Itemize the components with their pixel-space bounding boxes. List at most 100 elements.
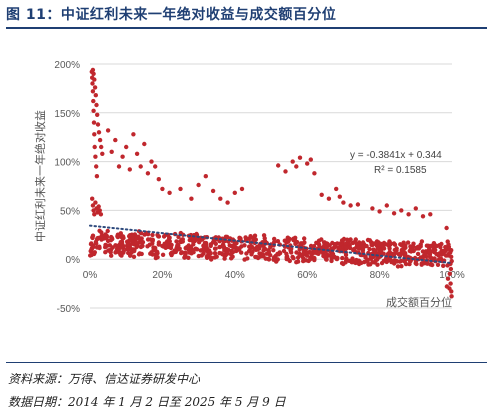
data-point: [297, 155, 303, 160]
grid-lines: [90, 63, 452, 309]
data-point: [436, 252, 442, 258]
data-point: [272, 257, 277, 262]
data-point: [448, 250, 453, 255]
data-point: [149, 159, 154, 164]
data-point: [360, 245, 365, 250]
data-point: [138, 164, 143, 169]
data-point: [294, 239, 300, 245]
data-point: [428, 212, 433, 217]
data-point: [261, 248, 266, 253]
data-point: [287, 258, 292, 264]
data-point: [91, 71, 96, 76]
trend-line: [89, 224, 453, 265]
data-point: [156, 242, 161, 247]
data-point: [383, 256, 389, 261]
data-point: [356, 245, 361, 251]
data-point: [445, 276, 451, 281]
data-point: [263, 256, 268, 261]
data-point: [167, 239, 172, 244]
data-point: [411, 244, 416, 250]
data-point: [272, 239, 277, 245]
data-point: [356, 261, 362, 267]
data-point: [175, 243, 180, 248]
data-point: [91, 120, 97, 125]
data-point: [191, 242, 196, 247]
data-point: [319, 192, 324, 197]
data-point: [298, 242, 303, 247]
data-point: [395, 264, 401, 269]
data-point: [364, 258, 369, 264]
data-point: [434, 243, 439, 249]
x-tick-label: 0%: [83, 270, 98, 281]
data-point: [227, 243, 232, 248]
data-point: [94, 102, 99, 108]
data-point: [213, 241, 218, 246]
data-point: [120, 154, 125, 159]
data-point: [370, 241, 376, 246]
data-point: [218, 196, 223, 201]
x-tick-labels: 0% 20% 40% 60% 80% 100%: [83, 270, 465, 281]
data-point: [305, 161, 310, 166]
data-point: [189, 196, 194, 201]
data-point: [187, 250, 192, 255]
data-point: [150, 241, 155, 246]
data-point: [179, 250, 185, 255]
scatter-chart: -50% 0% 50% 100% 150% 200% 0% 20% 40% 60% 80% 100%…: [33, 60, 465, 315]
data-point: [316, 251, 321, 256]
data-point: [441, 263, 446, 268]
data-point: [243, 235, 248, 240]
data-point: [148, 237, 153, 242]
date-range-note: 数据日期：2014 年 1 月 2 日至 2025 年 5 月 9 日: [8, 395, 286, 409]
data-point: [313, 249, 318, 254]
data-point: [160, 186, 165, 192]
data-point: [387, 239, 392, 244]
data-point: [90, 89, 96, 94]
data-point: [379, 241, 384, 247]
data-point: [386, 243, 392, 249]
data-point: [283, 169, 288, 174]
data-point: [237, 235, 242, 240]
data-point: [130, 234, 135, 240]
data-point: [427, 249, 432, 255]
x-tick-label: 20%: [152, 270, 172, 281]
data-point: [115, 234, 121, 240]
trend-equation: y = -0.3841x + 0.344: [350, 150, 442, 161]
data-point: [92, 144, 97, 150]
data-point: [245, 256, 250, 261]
data-point: [90, 67, 96, 73]
data-point: [401, 244, 407, 249]
data-point: [339, 261, 345, 266]
data-point: [249, 244, 254, 249]
data-point: [221, 244, 226, 249]
data-point: [257, 243, 263, 248]
data-point: [295, 259, 301, 264]
data-point: [90, 233, 96, 238]
data-point: [271, 248, 276, 253]
data-point: [134, 240, 139, 245]
data-point: [447, 271, 452, 276]
data-point: [425, 261, 430, 266]
data-point: [131, 254, 137, 259]
data-point: [449, 294, 454, 299]
data-point: [415, 251, 421, 257]
data-point: [236, 246, 242, 251]
data-point: [244, 251, 249, 256]
data-point: [239, 186, 245, 192]
data-point: [149, 250, 154, 255]
data-point: [116, 164, 122, 169]
data-point: [174, 239, 179, 244]
figure-title: 图 11：中证红利未来一年绝对收益与成交额百分位: [6, 7, 337, 23]
data-point: [295, 255, 301, 260]
data-point: [389, 252, 395, 257]
data-point: [177, 246, 182, 251]
data-point: [246, 236, 252, 241]
data-point: [312, 171, 317, 176]
data-point: [90, 203, 96, 208]
data-point: [107, 243, 113, 248]
data-point: [370, 260, 375, 265]
data-point: [92, 132, 97, 137]
data-point: [153, 255, 159, 261]
y-tick-label: -50%: [57, 304, 80, 315]
data-point: [134, 151, 140, 156]
data-point: [139, 251, 144, 257]
